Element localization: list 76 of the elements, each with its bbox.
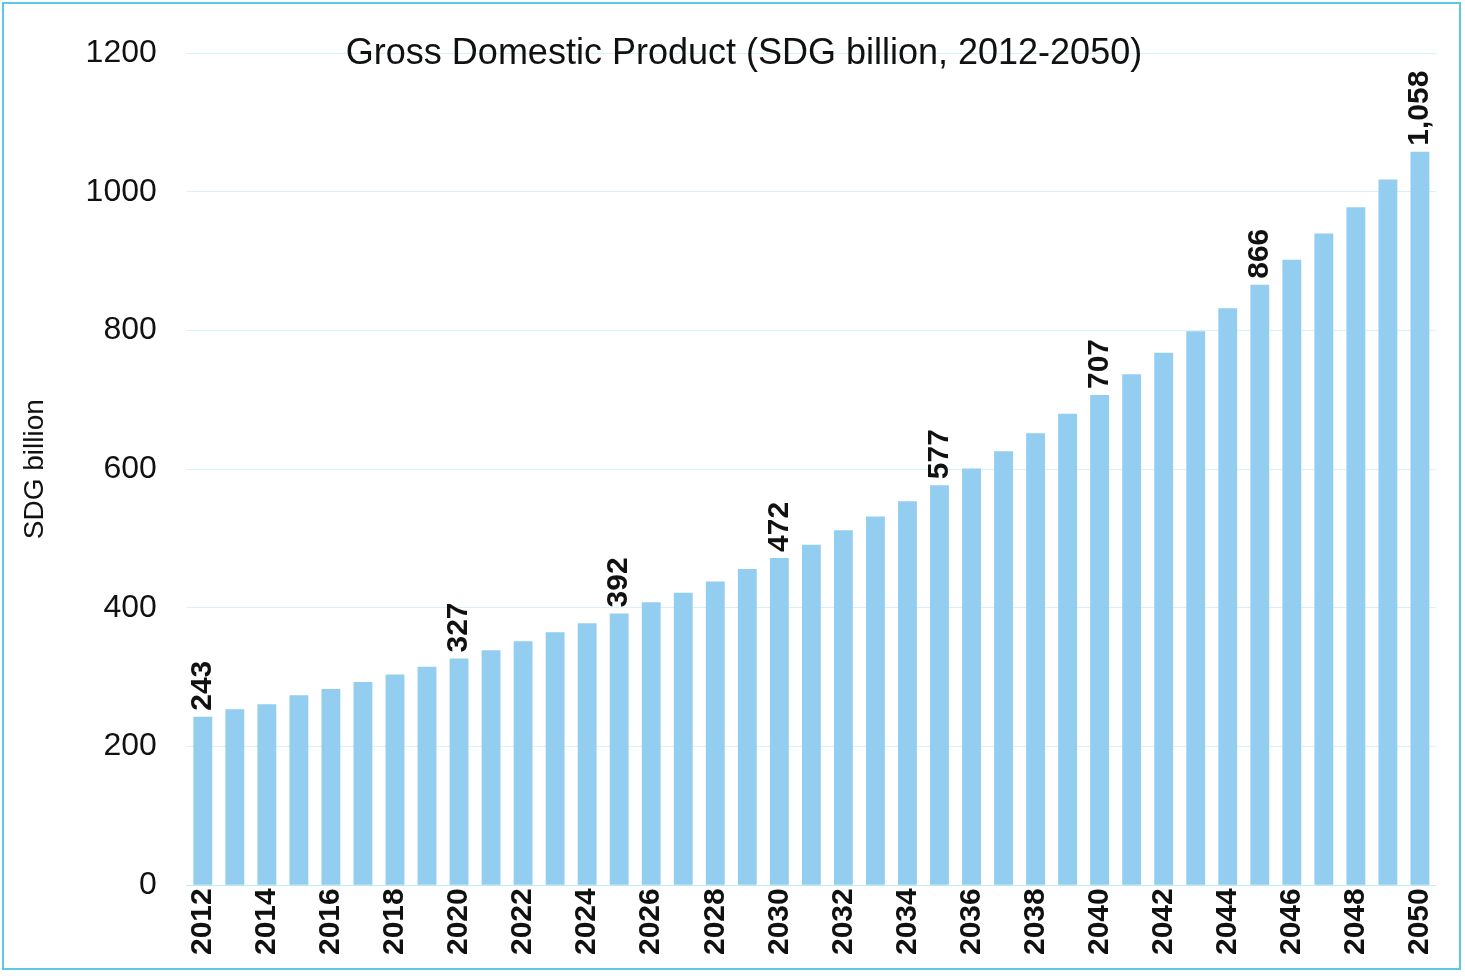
bar: [417, 666, 437, 885]
y-tick-label: 800: [103, 310, 157, 347]
x-tick-label: 2044: [1209, 887, 1243, 956]
bar: [353, 682, 373, 885]
bar: [705, 581, 725, 885]
y-tick-label: 600: [103, 449, 157, 486]
bar: [1090, 395, 1110, 885]
bar: [609, 613, 629, 885]
bar: [769, 557, 789, 885]
bar: [577, 623, 597, 885]
data-label: 577: [920, 429, 954, 480]
bar: [641, 602, 661, 885]
y-axis-title: SDG billion: [17, 399, 49, 540]
x-tick-label: 2024: [568, 887, 602, 956]
bar: [833, 530, 853, 885]
x-tick-label: 2040: [1080, 888, 1114, 956]
bar: [289, 695, 309, 885]
x-tick-label: 2036: [952, 888, 986, 956]
bar: [1186, 331, 1206, 885]
chart-title: Gross Domestic Product (SDG billion, 2012-2050): [345, 30, 1143, 72]
bar: [1314, 233, 1334, 885]
bar: [385, 674, 405, 885]
x-tick-label: 2018: [376, 888, 410, 956]
x-tick-label: 2020: [440, 888, 474, 956]
x-tick-label: 2042: [1144, 888, 1178, 956]
bar: [193, 716, 213, 885]
bar: [1282, 259, 1302, 885]
data-label: 866: [1241, 228, 1275, 279]
x-tick-label: 2026: [632, 888, 666, 956]
bar: [930, 485, 949, 885]
x-tick-label: 2014: [248, 887, 282, 956]
y-tick-label: 400: [103, 587, 157, 624]
bar: [225, 709, 245, 885]
bar: [545, 632, 565, 885]
x-tick-label: 2038: [1016, 888, 1050, 956]
x-tick-label: 2046: [1273, 888, 1307, 956]
bar: [321, 689, 341, 885]
y-tick-label: 1200: [85, 33, 157, 70]
y-tick-label: 1000: [85, 171, 157, 208]
data-label: 707: [1080, 338, 1114, 390]
x-tick-label: 2034: [888, 887, 922, 956]
data-label: 1,058: [1401, 70, 1435, 146]
bar: [1122, 374, 1142, 885]
bar: [257, 704, 277, 885]
data-label: 392: [600, 557, 634, 608]
y-tick-label: 0: [138, 865, 157, 902]
x-tick-label: 2012: [184, 888, 218, 956]
bar: [1026, 433, 1045, 885]
bar: [481, 650, 501, 885]
x-tick-label: 2016: [312, 888, 346, 956]
bar: [1378, 179, 1398, 885]
x-tick-label: 2028: [696, 888, 730, 956]
x-tick-label: 2022: [504, 888, 538, 956]
bar: [1346, 207, 1366, 885]
bar: [898, 501, 917, 885]
x-tick-label: 2048: [1337, 888, 1371, 956]
bar: [449, 658, 469, 885]
bar: [1410, 151, 1430, 885]
data-label: 472: [760, 501, 794, 552]
bar: [673, 592, 693, 885]
data-label: 243: [184, 660, 218, 711]
data-label: 327: [440, 602, 474, 653]
x-tick-label: 2030: [760, 888, 794, 956]
bar: [865, 516, 885, 885]
bar: [1218, 308, 1238, 885]
bar: [962, 468, 981, 885]
bar: [1250, 284, 1270, 885]
bar: [994, 451, 1013, 885]
bar: [737, 569, 757, 885]
bar: [801, 544, 821, 885]
bar: [513, 641, 533, 885]
x-tick-label: 2050: [1401, 888, 1435, 956]
bar: [1058, 413, 1078, 885]
bar: [1154, 352, 1174, 885]
x-tick-label: 2032: [824, 888, 858, 956]
y-tick-label: 200: [103, 726, 157, 763]
